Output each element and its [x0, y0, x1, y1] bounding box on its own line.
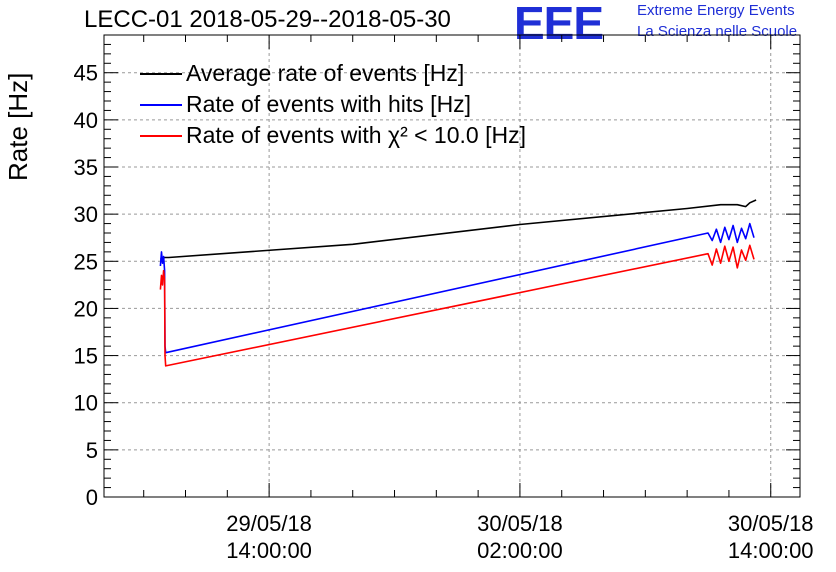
y-tick-label: 25 — [74, 249, 98, 274]
legend-label-hits: Rate of events with hits [Hz] — [186, 91, 472, 117]
logo-line-1: Extreme Energy Events — [637, 2, 795, 19]
series-line-chi2 — [159, 244, 755, 367]
y-tick-label: 0 — [86, 485, 98, 510]
y-tick-label: 10 — [74, 391, 98, 416]
y-tick-label: 5 — [86, 438, 98, 463]
legend-swatch-average — [140, 72, 182, 75]
series-line-average — [160, 199, 757, 261]
legend-item-hits: Rate of events with hits [Hz] — [140, 89, 526, 120]
x-tick-label-time: 14:00:00 — [226, 538, 312, 563]
x-tick-label-date: 30/05/18 — [728, 511, 814, 536]
logo-line-2: La Scienza nelle Scuole — [637, 23, 798, 40]
x-tick-label-date: 29/05/18 — [226, 511, 312, 536]
plot-frame — [103, 34, 801, 498]
y-tick-label: 40 — [74, 108, 98, 133]
x-tick-label-time: 14:00:00 — [728, 538, 814, 563]
series-layer — [159, 199, 757, 367]
y-tick-label: 20 — [74, 296, 98, 321]
legend-swatch-hits — [140, 103, 182, 106]
y-tick-label: 30 — [74, 202, 98, 227]
legend-swatch-chi2 — [140, 134, 182, 137]
series-line-hits — [159, 222, 755, 354]
axis-ticks — [104, 34, 800, 498]
legend: Average rate of events [Hz] Rate of even… — [140, 58, 526, 151]
tick-labels: 05101520253035404529/05/1814:00:0030/05/… — [74, 61, 814, 563]
legend-label-chi2: Rate of events with χ² < 10.0 [Hz] — [186, 122, 526, 148]
x-tick-label-time: 02:00:00 — [477, 538, 563, 563]
grid-lines — [104, 35, 800, 497]
legend-item-average: Average rate of events [Hz] — [140, 58, 526, 89]
legend-item-chi2: Rate of events with χ² < 10.0 [Hz] — [140, 120, 526, 151]
chart-title: LECC-01 2018-05-29--2018-05-30 — [84, 6, 451, 33]
legend-label-average: Average rate of events [Hz] — [186, 60, 465, 86]
y-tick-label: 35 — [74, 155, 98, 180]
y-tick-label: 15 — [74, 344, 98, 369]
eee-logo: EEE — [514, 0, 604, 49]
x-tick-label-date: 30/05/18 — [477, 511, 563, 536]
y-tick-label: 45 — [74, 61, 98, 86]
